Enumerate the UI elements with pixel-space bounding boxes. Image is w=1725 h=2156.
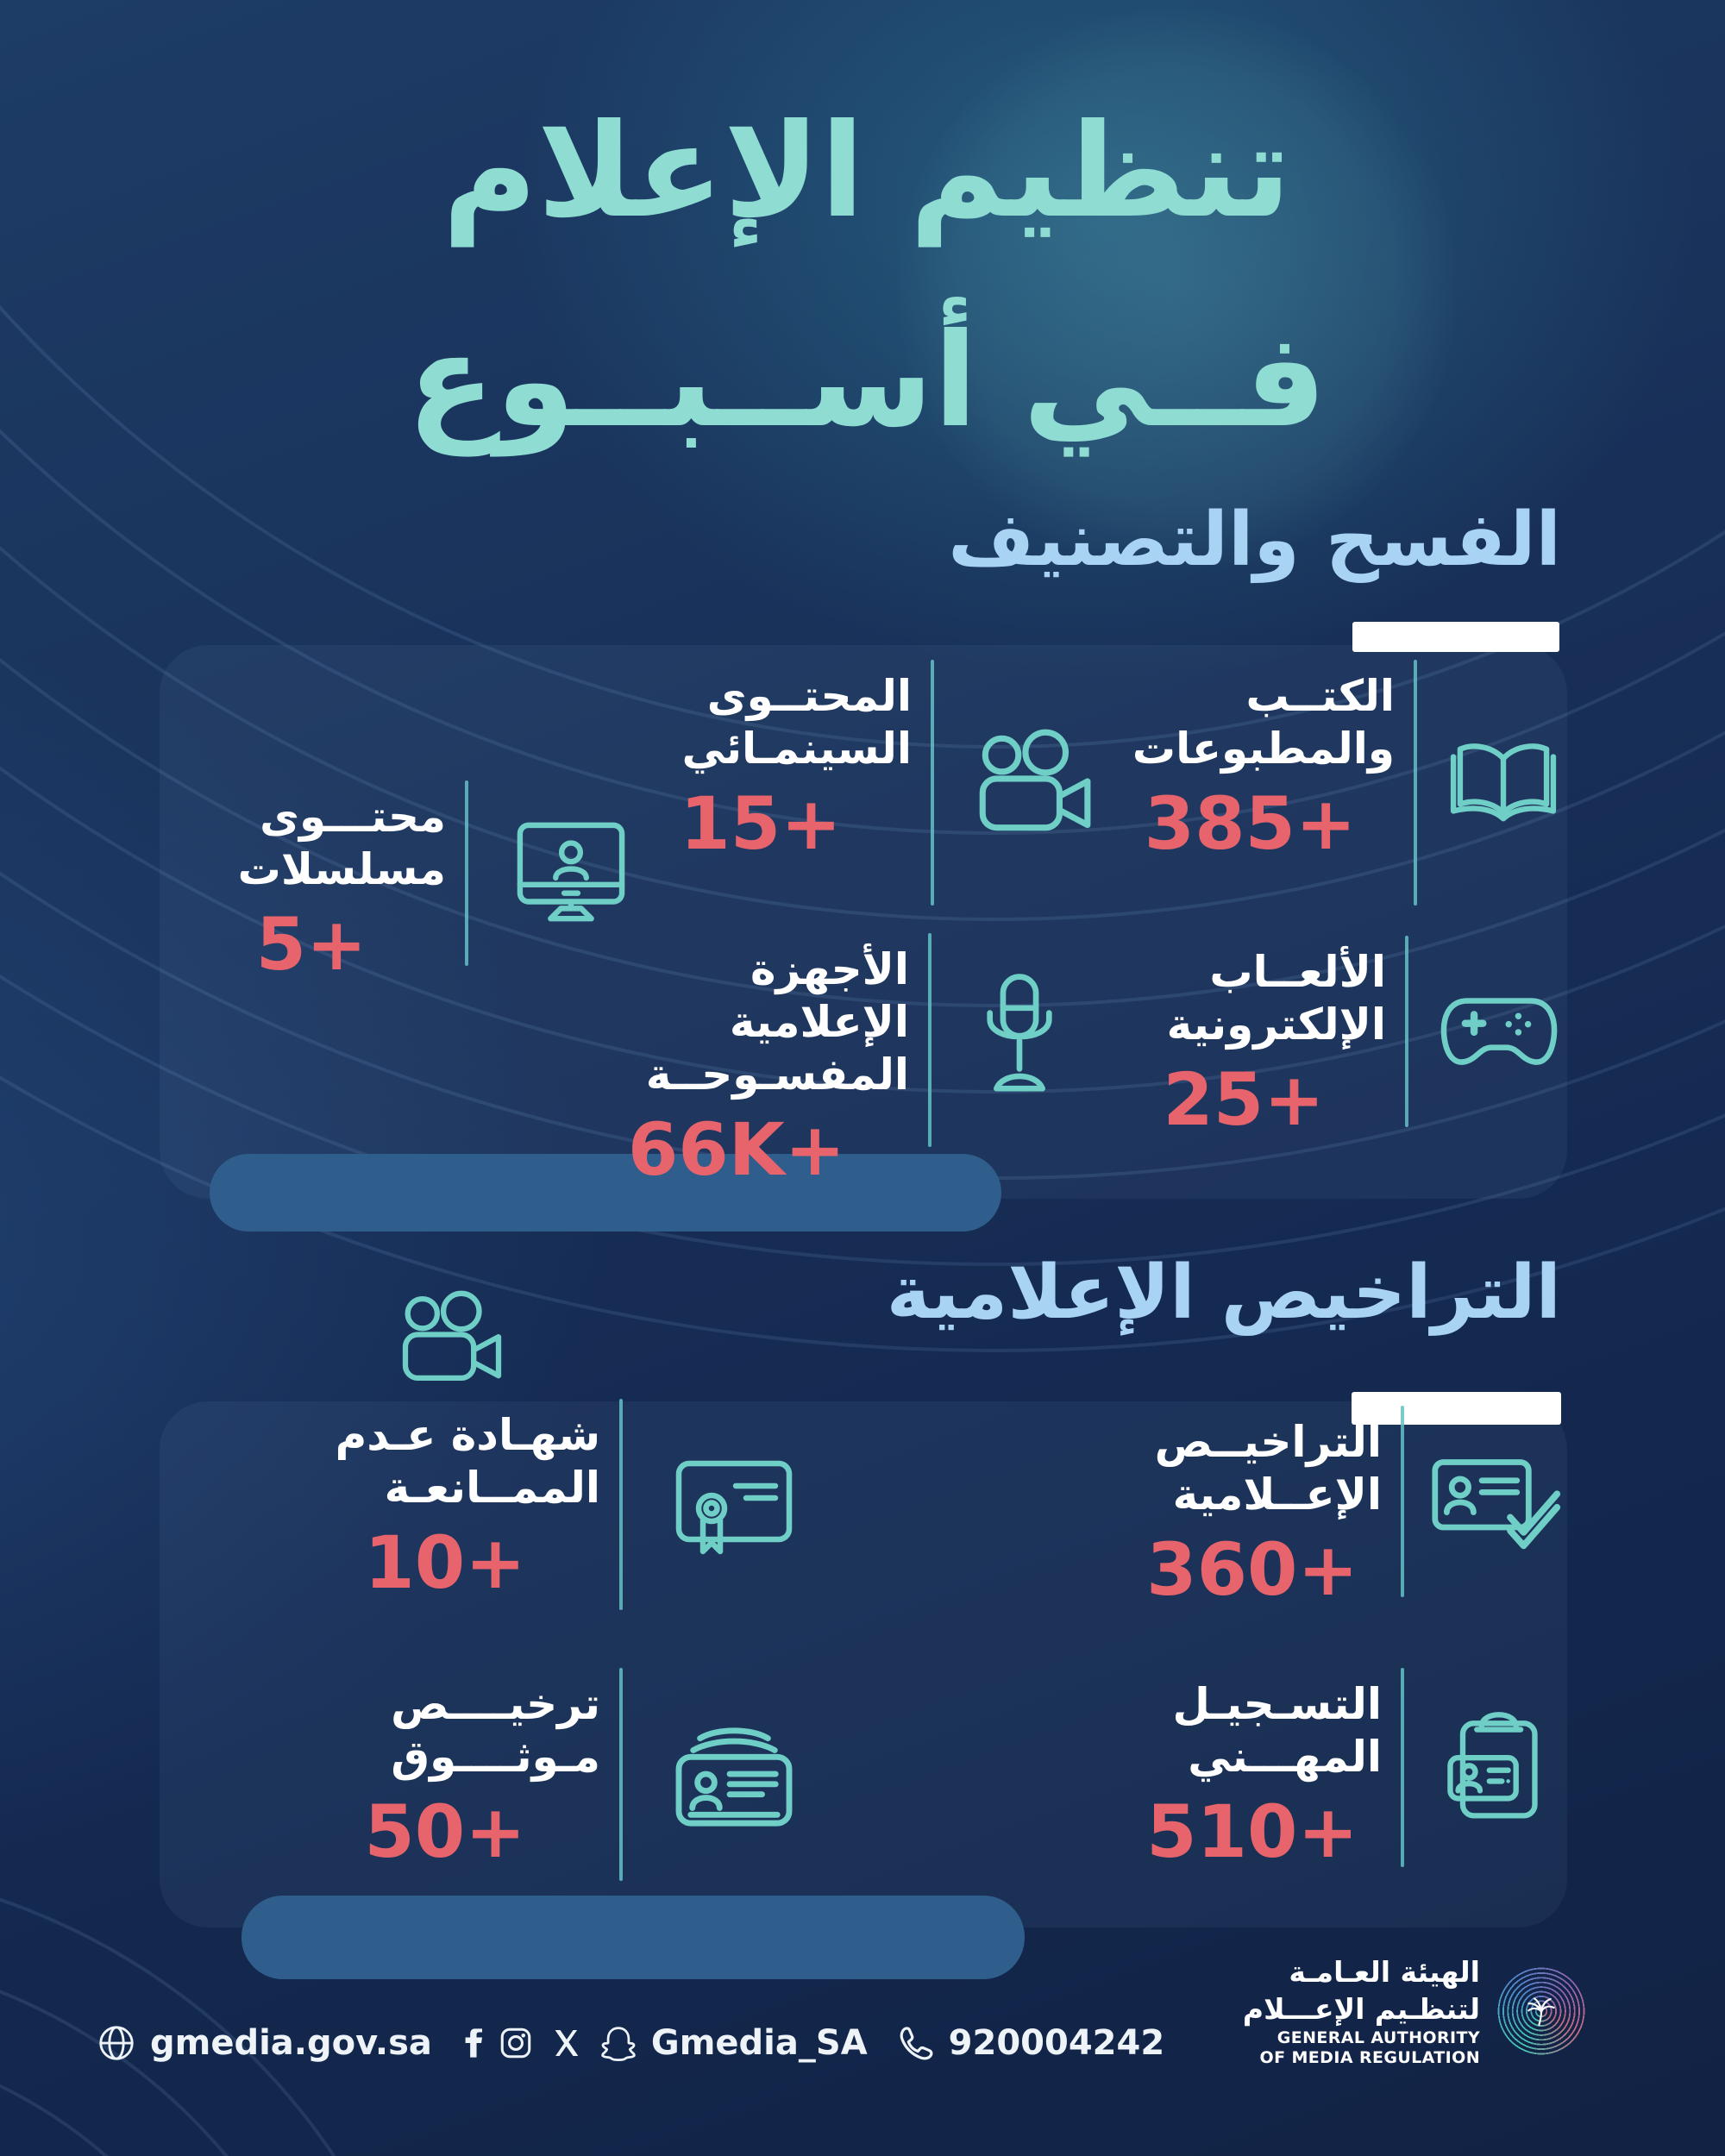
stat-books: الكتــب والمطبوعات 385+ (1106, 660, 1570, 906)
x-icon (549, 2026, 584, 2060)
stat-cinema-label: المحتــوى السينمـائي (681, 671, 912, 774)
website-group: gmedia.gov.sa (97, 2023, 432, 2063)
stat-series-value: 5+ (255, 902, 367, 987)
divider (928, 933, 932, 1147)
clearance-section-header: الفسح والتصنيف (948, 497, 1561, 583)
footer: gmedia.gov.sa (97, 2023, 1164, 2063)
stat-professional-registration-value: 510+ (1146, 1789, 1358, 1874)
authority-logo: الهيئة العـامـة لتنظـيم الإعـــلام GENER… (1243, 1954, 1585, 2067)
authority-emblem-icon (1497, 1966, 1585, 2055)
divider (465, 780, 468, 966)
globe-icon (97, 2023, 136, 2063)
stat-games: الألعــاب الإلكترونية 25+ (1101, 936, 1570, 1138)
cinema-camera-icon (953, 660, 1108, 906)
stat-professional-registration: التسـجيـل المهـــني 510+ (1123, 1668, 1570, 1870)
licenses-section-header: التراخيص الإعلامية (886, 1250, 1561, 1336)
instagram-icon (498, 2025, 534, 2061)
stat-devices: الأجهزة الإعلامية المفسـوحــة 66K+ (564, 933, 1088, 1188)
stat-games-label: الألعــاب الإلكترونية (1166, 947, 1386, 1050)
stat-professional-registration-label: التسـجيـل المهـــني (1172, 1679, 1382, 1782)
stat-no-objection-value: 10+ (364, 1520, 526, 1605)
facebook-icon (461, 2025, 482, 2061)
certificate-icon (642, 1399, 826, 1610)
clearance-card (160, 645, 1567, 1199)
stat-trusted-license-label: ترخيــــص مـوثــــوق (391, 1679, 600, 1782)
gamepad-icon (1427, 936, 1570, 1127)
logo-english-line1: GENERAL AUTHORITY (1276, 2028, 1480, 2047)
divider (619, 1399, 623, 1610)
poster-title: تنظيم الإعلام فــي أســبــوع (250, 67, 1484, 486)
social-group: Gmedia_SA (461, 2023, 868, 2063)
stat-media-licenses-label: التراخيــص الإعــلامية (1154, 1417, 1382, 1520)
stat-devices-value: 66K+ (627, 1107, 846, 1192)
phone-number: 920004242 (948, 2023, 1165, 2063)
stat-series: محتـــوى مسلسلات 5+ (177, 780, 654, 982)
poster-title-line2: فــي أســبــوع (406, 306, 1327, 456)
palm-tree-icon (1524, 1994, 1559, 2028)
logo-arabic-line2: لتنظـيم الإعـــلام (1242, 1991, 1480, 2026)
stat-series-label: محتـــوى مسلسلات (237, 792, 446, 894)
stat-no-objection-label: شهـادة عـدم الممــانعـة (335, 1410, 600, 1513)
divider (1405, 936, 1408, 1127)
divider (1401, 1668, 1404, 1867)
cinema-camera-decor-icon (390, 1288, 506, 1389)
stat-books-label: الكتــب والمطبوعات (1132, 671, 1395, 774)
phone-group: 920004242 (897, 2023, 1165, 2063)
microphone-icon (950, 933, 1088, 1147)
licenses-card (160, 1401, 1567, 1927)
divider (1414, 660, 1417, 906)
stat-cinema-value: 15+ (680, 781, 842, 866)
stat-media-licenses: التراخيــص الإعــلامية 360+ (1123, 1406, 1570, 1608)
clipboard-id-icon (1423, 1668, 1570, 1867)
licenses-card-shadow-pill (242, 1896, 1025, 1979)
divider (619, 1668, 623, 1881)
phone-icon (897, 2024, 935, 2062)
clearance-card-shadow-pill (210, 1154, 1001, 1232)
stat-games-value: 25+ (1163, 1057, 1325, 1142)
stat-devices-label: الأجهزة الإعلامية المفسـوحــة (645, 944, 909, 1100)
poster-title-line1: تنظيم الإعلام (442, 97, 1292, 247)
licenses-header-underline (1352, 1392, 1561, 1425)
stat-cinema: المحتــوى السينمـائي 15+ (610, 660, 1108, 906)
stat-books-value: 385+ (1144, 781, 1357, 866)
snapchat-icon (599, 2024, 637, 2062)
clearance-header-underline (1352, 622, 1559, 652)
logo-arabic-line1: الهيئة العـامـة (1289, 1955, 1480, 1989)
stat-trusted-license-value: 50+ (364, 1789, 526, 1874)
stat-media-licenses-value: 360+ (1146, 1527, 1358, 1612)
divider (1401, 1406, 1404, 1597)
open-book-icon (1436, 660, 1570, 906)
id-cards-icon (642, 1668, 826, 1881)
divider (931, 660, 934, 906)
series-monitor-icon (487, 780, 654, 966)
logo-english-line2: OF MEDIA REGULATION (1259, 2047, 1480, 2067)
social-handle: Gmedia_SA (650, 2023, 868, 2063)
license-check-icon (1423, 1406, 1570, 1597)
stat-no-objection: شهـادة عـدم الممــانعـة 10+ (290, 1399, 826, 1610)
title-glow-circle (897, 9, 1458, 569)
stat-trusted-license: ترخيــــص مـوثــــوق 50+ (290, 1668, 826, 1881)
website-url: gmedia.gov.sa (150, 2023, 432, 2063)
